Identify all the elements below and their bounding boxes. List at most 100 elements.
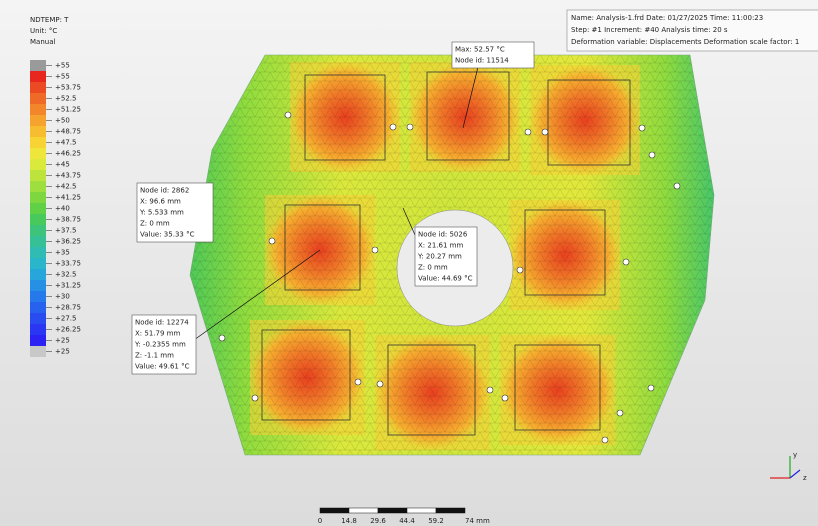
scale-segment [377,507,408,514]
legend-swatch [30,225,46,236]
legend-swatch [30,82,46,93]
legend-label: +47.5 [55,139,76,147]
legend-label: +26.25 [55,326,81,334]
scale-label: 0 [318,517,322,525]
legend-swatch [30,346,46,357]
annotation-line: Y: 5.533 mm [139,209,184,217]
legend-label: +40 [55,205,70,213]
legend-label: +25 [55,337,70,345]
legend-swatch [30,170,46,181]
annotation-line: Max: 52.57 °C [455,46,505,54]
annotation-box [131,314,197,375]
legend-label: +35 [55,249,70,257]
legend-swatch [30,181,46,192]
info-box [566,9,818,52]
legend-swatch [30,214,46,225]
overlays: NDTEMP: T Unit: °C Manual +55 +55 +53.75 +52.5… [30,9,818,525]
legend-label: +27.5 [55,315,76,323]
annotation-box [414,226,478,287]
legend-swatch [30,258,46,269]
annotation-box [451,41,535,69]
scale-segment [435,507,466,514]
legend-label: +51.25 [55,106,81,114]
legend-label: +36.25 [55,238,81,246]
legend-swatch [30,126,46,137]
scale-segment [348,507,379,514]
legend-swatch [30,313,46,324]
info-line: Name: Analysis-1.frd Date: 01/27/2025 Ti… [571,14,763,22]
header-text: Unit: °C [30,27,57,35]
legend-swatch [30,335,46,346]
legend-label: +52.5 [55,95,76,103]
annotation-line: X: 21.61 mm [418,242,463,250]
scale-segment [406,507,437,514]
annotation-line: Node id: 5026 [418,231,468,239]
annotation-line: Z: 0 mm [140,220,170,228]
scale-label: 44.4 [399,517,415,525]
legend-swatch [30,192,46,203]
legend-swatch [30,93,46,104]
legend-label: +55 [55,73,70,81]
triad-label: y [793,451,797,459]
annotation-line: Value: 49.61 °C [135,363,190,371]
annotation-line: Value: 44.69 °C [418,275,473,283]
legend-label: +28.75 [55,304,81,312]
triad-axis [789,469,801,479]
info-line: Step: #1 Increment: #40 Analysis time: 2… [571,26,728,34]
annotation-line: X: 96.6 mm [140,198,181,206]
info-line: Deformation variable: Displacements Defo… [571,38,799,46]
legend-swatch [30,115,46,126]
legend-swatch [30,137,46,148]
scale-label: 29.6 [370,517,386,525]
legend-swatch [30,236,46,247]
legend-label: +43.75 [55,172,81,180]
annotation-line: Node id: 12274 [135,319,189,327]
legend-swatch [30,159,46,170]
legend-swatch [30,203,46,214]
annotation-line: Z: 0 mm [418,264,448,272]
legend-label: +46.25 [55,150,81,158]
legend-label: +38.75 [55,216,81,224]
legend-label: +41.25 [55,194,81,202]
header-text: Manual [30,38,55,46]
scale-label: 74 mm [465,517,490,525]
legend-swatch [30,280,46,291]
legend-label: +37.5 [55,227,76,235]
legend-label: +30 [55,293,70,301]
legend-label: +32.5 [55,271,76,279]
scale-label: 14.8 [341,517,357,525]
legend-label: +33.75 [55,260,81,268]
annotation-line: Node id: 2862 [140,187,189,195]
legend-label: +48.75 [55,128,81,136]
legend-label: +53.75 [55,84,81,92]
legend-label: +50 [55,117,70,125]
annotation-line: Z: -1.1 mm [135,352,174,360]
annotation-box [136,182,214,243]
legend-label: +42.5 [55,183,76,191]
triad-label: z [803,474,807,482]
legend-swatch [30,269,46,280]
legend-swatch [30,60,46,71]
annotation-line: Y: -0.2355 mm [134,341,186,349]
legend-swatch [30,71,46,82]
annotation-line: Value: 35.33 °C [140,231,195,239]
legend-swatch [30,302,46,313]
scale-segment [319,507,350,514]
scale-label: 59.2 [428,517,444,525]
legend-label: +25 [55,348,70,356]
annotation-line: X: 51.79 mm [135,330,180,338]
legend-label: +31.25 [55,282,81,290]
annotation-line: Y: 20.27 mm [417,253,462,261]
legend-label: +45 [55,161,70,169]
annotation-line: Node id: 11514 [455,57,509,65]
legend-swatch [30,247,46,258]
header-text: NDTEMP: T [30,16,69,24]
bolt-holes [218,111,681,444]
legend-swatch [30,291,46,302]
legend-swatch [30,104,46,115]
legend-swatch [30,324,46,335]
legend-swatch [30,148,46,159]
legend-label: +55 [55,62,70,70]
